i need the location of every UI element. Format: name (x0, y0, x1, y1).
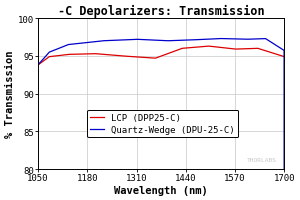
Title: -C Depolarizers: Transmission: -C Depolarizers: Transmission (58, 5, 265, 18)
Line: Quartz-Wedge (DPU-25-C): Quartz-Wedge (DPU-25-C) (38, 39, 284, 200)
LCP (DPP25-C) (207, 46, 210, 48)
Quartz-Wedge (DPU-25-C) (224, 38, 227, 41)
LCP (DPP25-C) (51, 56, 55, 58)
LCP (DPP25-C) (193, 47, 197, 49)
Quartz-Wedge (DPU-25-C) (193, 39, 197, 42)
LCP (DPP25-C) (186, 47, 189, 50)
Quartz-Wedge (DPU-25-C) (249, 39, 252, 41)
Quartz-Wedge (DPU-25-C) (36, 64, 40, 67)
Line: LCP (DPP25-C): LCP (DPP25-C) (38, 47, 284, 66)
LCP (DPP25-C) (224, 48, 227, 50)
X-axis label: Wavelength (nm): Wavelength (nm) (114, 185, 208, 195)
Quartz-Wedge (DPU-25-C) (179, 40, 183, 42)
Quartz-Wedge (DPU-25-C) (51, 50, 55, 53)
LCP (DPP25-C) (249, 48, 252, 51)
LCP (DPP25-C) (36, 64, 40, 67)
LCP (DPP25-C) (283, 56, 286, 59)
Text: THORLABS: THORLABS (247, 157, 277, 162)
Quartz-Wedge (DPU-25-C) (218, 38, 222, 41)
LCP (DPP25-C) (179, 48, 183, 51)
Legend: LCP (DPP25-C), Quartz-Wedge (DPU-25-C): LCP (DPP25-C), Quartz-Wedge (DPU-25-C) (87, 110, 238, 138)
Quartz-Wedge (DPU-25-C) (186, 40, 189, 42)
Y-axis label: % Transmission: % Transmission (5, 51, 15, 138)
